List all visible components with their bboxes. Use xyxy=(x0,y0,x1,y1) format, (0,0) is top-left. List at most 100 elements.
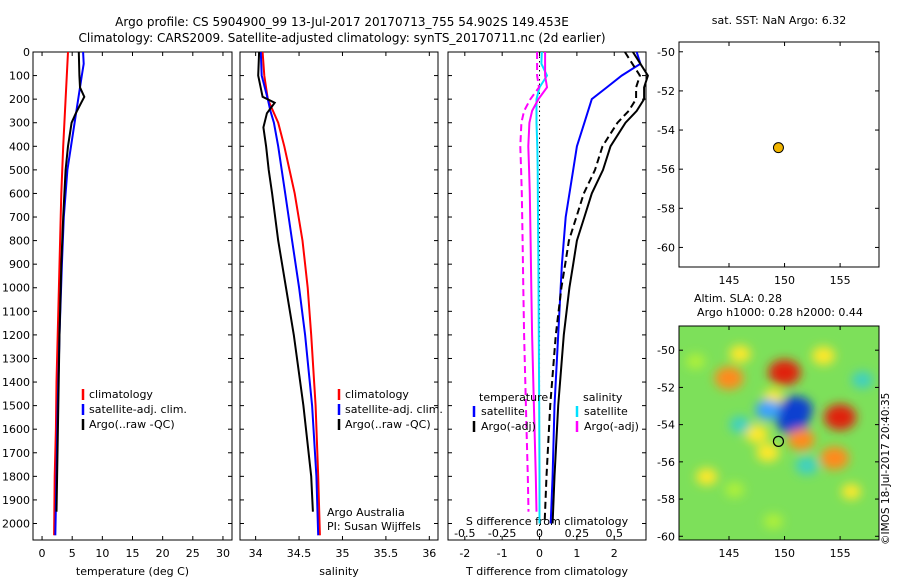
sla-cell xyxy=(685,353,706,370)
series-line-argo-adj- xyxy=(551,51,649,524)
map-frame xyxy=(678,325,880,541)
plot-frame xyxy=(447,51,647,541)
y-tick-label: 400 xyxy=(9,140,30,153)
y-tick-label: 1900 xyxy=(2,494,30,507)
x-tick-label: 10 xyxy=(95,547,109,560)
y-tick-label: 100 xyxy=(9,70,30,83)
difference-profile-panel: -2 -1 0 1 2 -0.5 -0.25 0 0.25 0.5S difference fro… xyxy=(447,51,649,578)
sla-cell xyxy=(841,483,862,500)
x2-tick-label: 0.25 xyxy=(565,527,590,540)
argo-location-marker xyxy=(772,435,785,447)
sla-cell xyxy=(755,399,781,420)
y-tick-label: 1800 xyxy=(2,470,30,483)
sla-cell xyxy=(714,366,744,390)
legend-label: satellite xyxy=(584,405,628,418)
x-tick-label: 145 xyxy=(719,547,740,560)
y-tick-label: -58 xyxy=(657,202,675,215)
y-tick-label: 900 xyxy=(9,258,30,271)
map-title-line1: Altim. SLA: 0.28 xyxy=(694,292,782,305)
y-tick-label: 200 xyxy=(9,93,30,106)
sla-cell xyxy=(776,408,809,434)
y-tick-label: 1700 xyxy=(2,447,30,460)
y-tick-label: 1300 xyxy=(2,352,30,365)
legend-label: climatology xyxy=(89,388,153,401)
sla-cell xyxy=(756,443,780,462)
y-tick-label: -58 xyxy=(657,493,675,506)
sla-cell xyxy=(820,446,849,470)
series-line-satellite xyxy=(549,51,642,524)
series-line-argo-raw-qc- xyxy=(257,51,314,512)
sla-cell xyxy=(724,481,745,498)
plot-frame xyxy=(239,51,439,541)
x2-tick-label: 0 xyxy=(536,527,543,540)
plot-frame xyxy=(32,51,233,541)
x-tick-label: 0 xyxy=(39,547,46,560)
map-frame xyxy=(678,41,880,268)
series-line-argo-adj- xyxy=(527,52,549,512)
sla-cell xyxy=(811,346,836,366)
x-tick-label: 15 xyxy=(126,547,140,560)
x-tick-label: 34 xyxy=(249,547,263,560)
x2-tick-label: -0.25 xyxy=(488,527,516,540)
map-title: sat. SST: NaN Argo: 6.32 xyxy=(712,14,846,27)
location-map-panel: sat. SST: NaN Argo: 6.32 -50 -52 -54 -56 -58 -… xyxy=(657,14,880,287)
x-tick-label: 1 xyxy=(573,547,580,560)
series-line-climatology xyxy=(53,51,69,536)
y-tick-label: -60 xyxy=(657,241,675,254)
y-tick-label: 700 xyxy=(9,211,30,224)
heatmap-cells xyxy=(685,345,874,530)
legend-label: Argo(-adj) xyxy=(584,420,639,433)
y-tick-label: 1600 xyxy=(2,423,30,436)
salinity-profile-panel: 34 34.5 35 35.5 36 salinity climatology satelli… xyxy=(239,51,443,578)
annotation-pi: PI: Susan Wijffels xyxy=(327,520,421,533)
legend-label: satellite xyxy=(481,405,525,418)
heatmap-field xyxy=(679,326,879,540)
y-tick-label: 1100 xyxy=(2,305,30,318)
x-tick-label: 25 xyxy=(186,547,200,560)
annotation-institution: Argo Australia xyxy=(327,506,405,519)
series-line-satellite-adj-clim- xyxy=(259,51,320,536)
x-axis-label: temperature (deg C) xyxy=(76,565,189,578)
sla-cell xyxy=(745,424,769,444)
y-tick-label: 500 xyxy=(9,164,30,177)
temperature-profile-panel: 0100200300400500600700800900100011001200… xyxy=(2,46,233,578)
x-tick-label: 145 xyxy=(719,274,740,287)
y-tick-label: 1200 xyxy=(2,329,30,342)
map-title-line2: Argo h1000: 0.28 h2000: 0.44 xyxy=(697,306,863,319)
legend-label: climatology xyxy=(345,388,409,401)
legend-label: Argo(..raw -QC) xyxy=(345,418,431,431)
x-axis-label: T difference from climatology xyxy=(465,565,628,578)
y-tick-label: -50 xyxy=(657,46,675,59)
x-tick-label: 150 xyxy=(774,547,795,560)
y-tick-label: -52 xyxy=(657,85,675,98)
x-tick-label: 155 xyxy=(830,547,851,560)
x-tick-label: 35.5 xyxy=(374,547,399,560)
legend-label: Argo(-adj) xyxy=(481,420,536,433)
sla-cell xyxy=(696,468,718,486)
x-tick-label: 35 xyxy=(335,547,349,560)
legend-group-label: temperature xyxy=(479,391,548,404)
x-tick-label: 36 xyxy=(422,547,436,560)
figure-title-line1: Argo profile: CS 5904900_99 13-Jul-2017 … xyxy=(115,15,569,29)
y-tick-label: 800 xyxy=(9,235,30,248)
sla-cell xyxy=(763,513,784,530)
legend-label: Argo(..raw -QC) xyxy=(89,418,175,431)
sla-cell xyxy=(729,345,751,363)
x-tick-label: -2 xyxy=(459,547,470,560)
y-tick-label: 300 xyxy=(9,117,30,130)
x2-axis-label: S difference from climatology xyxy=(466,515,629,528)
legend-label: satellite-adj. clim. xyxy=(345,403,443,416)
x-tick-label: 30 xyxy=(216,547,230,560)
sla-cell xyxy=(851,371,874,389)
x-tick-label: 2 xyxy=(611,547,618,560)
x-tick-label: 155 xyxy=(830,274,851,287)
y-tick-label: -52 xyxy=(657,381,675,394)
sla-cell xyxy=(795,456,819,475)
y-tick-label: 1000 xyxy=(2,282,30,295)
sla-cell xyxy=(729,416,751,434)
y-tick-label: -54 xyxy=(657,419,675,432)
y-tick-label: -54 xyxy=(657,124,675,137)
y-tick-label: 0 xyxy=(23,46,30,59)
